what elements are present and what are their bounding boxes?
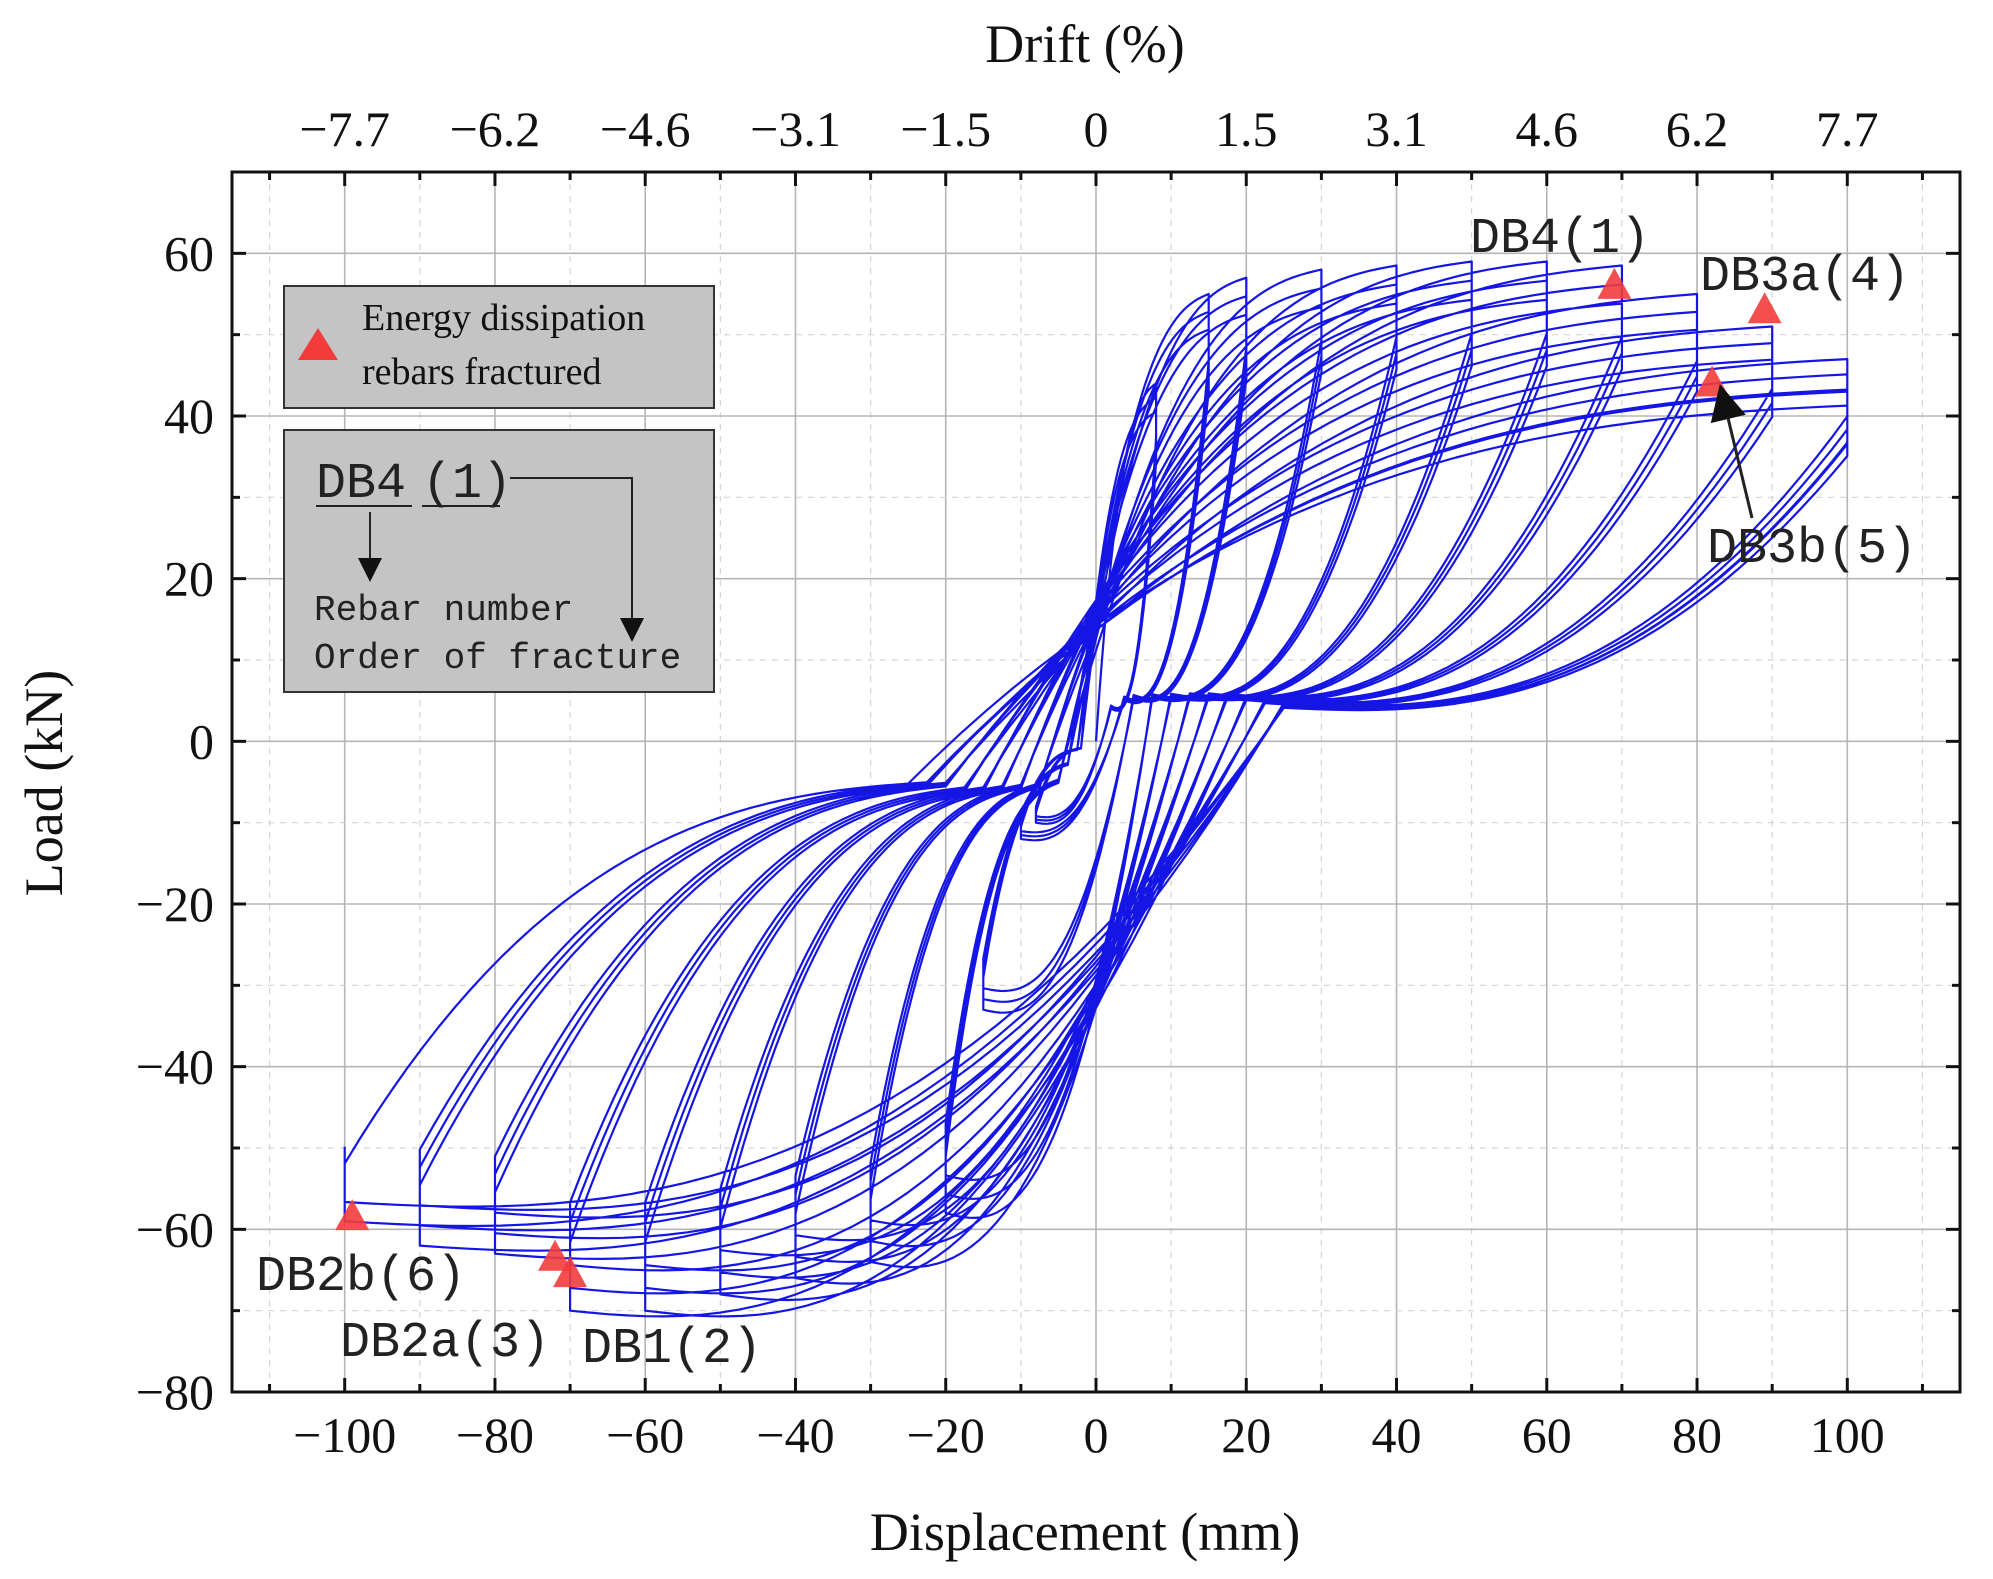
x2-tick-label: 6.2: [1666, 101, 1729, 157]
y-tick-label: −80: [136, 1364, 214, 1420]
x2-tick-label: 1.5: [1215, 101, 1278, 157]
x2-tick-label: 4.6: [1516, 101, 1579, 157]
legend-marker-line1: Energy dissipation: [362, 297, 645, 339]
legend-naming-key: DB4 (1) Rebar number Order of fracture: [283, 429, 715, 693]
x2-tick-label: −6.2: [450, 101, 541, 157]
y-tick-label: 20: [164, 551, 214, 607]
x-tick-label: 0: [1084, 1407, 1109, 1463]
legend-fracture-marker: Energy dissipation rebars fractured: [283, 285, 715, 409]
fracture-label-db3b: DB3b(5): [1707, 521, 1917, 578]
fracture-label-db3a: DB3a(4): [1700, 249, 1910, 306]
x-tick-label: 40: [1372, 1407, 1422, 1463]
x2-tick-label: −7.7: [299, 101, 390, 157]
x-tick-label: 20: [1221, 1407, 1271, 1463]
legend-key-rebar: DB4: [316, 456, 406, 513]
y-tick-label: −20: [136, 876, 214, 932]
fracture-marker-db1: [553, 1256, 588, 1288]
x2-tick-label: −3.1: [750, 101, 841, 157]
tick-marks: [232, 170, 1960, 1394]
x-tick-label: −80: [456, 1407, 534, 1463]
fracture-markers: [335, 267, 1782, 1288]
y-tick-label: −60: [136, 1201, 214, 1257]
x-tick-label: 100: [1810, 1407, 1885, 1463]
db3b-pointer-arrow: [1710, 383, 1754, 519]
fracture-label-db2b: DB2b(6): [256, 1249, 466, 1306]
y-tick-label: 40: [164, 388, 214, 444]
legend-order-desc: Order of fracture: [314, 638, 681, 679]
x-tick-label: −20: [907, 1407, 985, 1463]
y-axis-title: Load (kN): [14, 670, 74, 896]
legend-marker-line2: rebars fractured: [362, 351, 601, 393]
y-tick-label: −40: [136, 1039, 214, 1095]
x-tick-label: −60: [606, 1407, 684, 1463]
x2-axis-title: Drift (%): [985, 14, 1184, 74]
x-tick-label: −40: [756, 1407, 834, 1463]
fracture-marker-db4: [1597, 267, 1632, 299]
fracture-marker-db2a: [538, 1239, 573, 1271]
x-axis-title: Displacement (mm): [870, 1502, 1300, 1562]
fracture-marker-db2b: [335, 1199, 370, 1231]
x2-tick-label: 0: [1084, 101, 1109, 157]
x-tick-label: 80: [1672, 1407, 1722, 1463]
fracture-label-db1: DB1(2): [582, 1321, 762, 1378]
x2-tick-label: −1.5: [900, 101, 991, 157]
y-tick-label: 60: [164, 225, 214, 281]
x-tick-label: −100: [293, 1407, 396, 1463]
fracture-marker-db3a: [1747, 292, 1782, 324]
x2-tick-label: 7.7: [1816, 101, 1879, 157]
fracture-label-db2a: DB2a(3): [340, 1315, 550, 1372]
x2-tick-label: 3.1: [1365, 101, 1428, 157]
legend-rebar-desc: Rebar number: [314, 590, 573, 631]
fracture-label-db4: DB4(1): [1470, 211, 1650, 268]
hysteresis-curve: [343, 260, 1849, 1318]
hysteresis-path: [343, 260, 1849, 1318]
x-tick-label: 60: [1522, 1407, 1572, 1463]
fracture-labels: DB4(1)DB1(2)DB2a(3)DB3a(4)DB3b(5)DB2b(6): [256, 211, 1917, 1378]
legend-triangle-icon: [298, 328, 338, 360]
legend-key-order: (1): [422, 456, 512, 513]
x2-tick-label: −4.6: [600, 101, 691, 157]
y-tick-label: 0: [189, 713, 214, 769]
